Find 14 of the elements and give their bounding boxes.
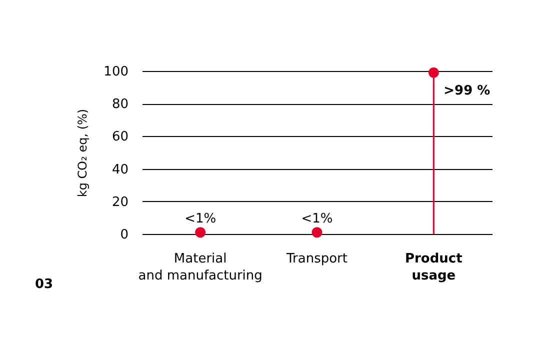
y-tick-label: 100	[104, 64, 128, 80]
data-label: <1%	[301, 211, 333, 226]
y-tick-label: 0	[120, 228, 128, 242]
y-tick-label: 40	[112, 162, 128, 178]
text: 03	[35, 277, 54, 292]
y-tick-label: 60	[112, 130, 128, 145]
y-axis-title: kg CO₂ eq, (%)	[76, 108, 90, 198]
x-tick-label: Transport	[285, 252, 348, 266]
data-label: >99 %	[444, 84, 490, 99]
x-tick-label: Material and manufacturing	[138, 252, 262, 284]
y-tick-label: 80	[112, 97, 128, 112]
data-label: <1%	[184, 211, 216, 226]
y-tick-label: 20	[112, 194, 128, 210]
x-tick-label: Product usage	[404, 252, 462, 284]
